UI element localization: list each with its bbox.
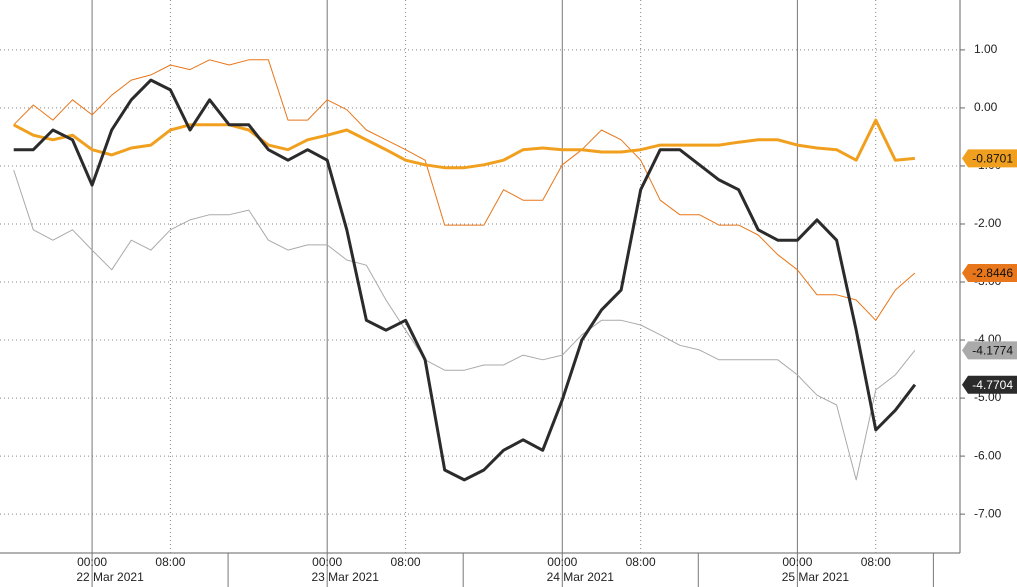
series-line	[12, 118, 916, 170]
date-label: 25 Mar 2021	[782, 570, 850, 584]
y-tick-label: -2.00	[974, 216, 1002, 230]
x-tick-label: 00:00	[782, 555, 812, 569]
axis-labels: 1.000.00-1.00-2.00-3.00-4.00-5.00-6.00-7…	[76, 42, 1017, 584]
x-tick-label: 08:00	[626, 555, 656, 569]
end-value-tag: -4.1774	[962, 341, 1017, 360]
grid	[0, 0, 965, 587]
x-tick-label: 00:00	[312, 555, 342, 569]
series-line	[13, 78, 917, 482]
plot	[12, 59, 917, 482]
y-tick-label: -7.00	[974, 506, 1002, 520]
date-label: 22 Mar 2021	[76, 570, 144, 584]
tag-label: -4.1774	[972, 344, 1013, 358]
x-tick-label: 08:00	[861, 555, 891, 569]
x-tick-label: 00:00	[77, 555, 107, 569]
end-value-tag: -2.8446	[962, 263, 1017, 282]
tag-box	[962, 263, 1017, 282]
tag-label: -2.8446	[972, 266, 1013, 280]
tag-label: -0.8701	[972, 152, 1013, 166]
tag-box	[962, 375, 1017, 394]
end-value-tag: -4.7704	[962, 375, 1017, 394]
series-line	[13, 169, 916, 481]
series-line	[13, 59, 916, 321]
date-label: 24 Mar 2021	[547, 570, 615, 584]
x-tick-label: 08:00	[391, 555, 421, 569]
end-value-tag: -0.8701	[962, 149, 1017, 168]
y-tick-label: -6.00	[974, 448, 1002, 462]
date-label: 23 Mar 2021	[311, 570, 379, 584]
y-tick-label: 1.00	[974, 42, 998, 56]
y-tick-label: 0.00	[974, 100, 998, 114]
tag-box	[962, 341, 1017, 360]
tag-box	[962, 149, 1017, 168]
x-tick-label: 08:00	[155, 555, 185, 569]
tag-label: -4.7704	[972, 378, 1013, 392]
x-tick-label: 00:00	[547, 555, 577, 569]
